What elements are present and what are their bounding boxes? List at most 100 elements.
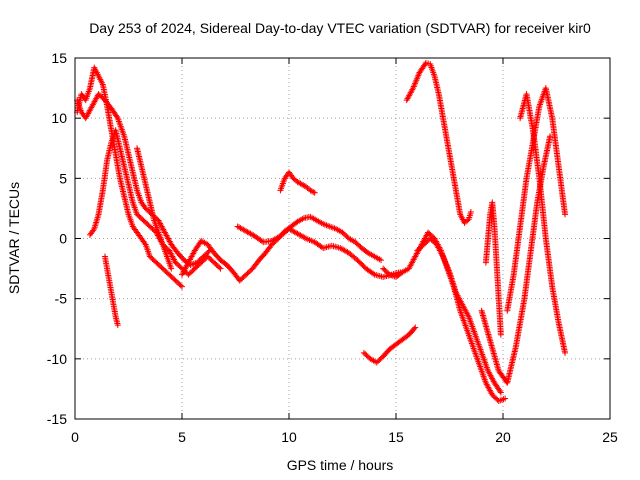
data-point — [93, 66, 96, 69]
data-point — [382, 276, 384, 278]
data-point — [373, 255, 376, 258]
data-point — [91, 105, 93, 107]
data-point — [491, 394, 494, 396]
data-point — [532, 129, 534, 131]
series-markers — [517, 91, 569, 356]
data-point — [236, 225, 239, 228]
data-point — [102, 189, 104, 192]
data-point — [84, 99, 87, 101]
data-point — [380, 259, 382, 261]
data-point — [448, 271, 451, 273]
data-point — [136, 189, 138, 192]
data-point — [200, 261, 203, 264]
data-point — [140, 165, 143, 168]
data-point — [189, 264, 192, 266]
data-point — [112, 303, 115, 306]
data-point — [245, 230, 247, 233]
series-arc-16 — [517, 91, 569, 356]
y-tick-label: -10 — [47, 351, 67, 367]
data-point — [102, 83, 104, 86]
data-point — [401, 338, 404, 341]
data-point — [292, 177, 295, 180]
data-point — [493, 225, 496, 228]
data-point — [497, 297, 500, 300]
data-point — [467, 315, 470, 318]
data-point — [480, 352, 483, 354]
gridlines — [75, 58, 610, 419]
data-point — [322, 223, 325, 225]
series-markers — [134, 145, 175, 272]
data-point — [232, 271, 235, 273]
data-point — [271, 243, 273, 246]
data-point — [110, 129, 113, 131]
data-point — [369, 358, 372, 360]
data-point — [279, 189, 282, 192]
data-point — [450, 165, 453, 168]
data-point — [80, 93, 83, 95]
data-points — [74, 59, 569, 404]
data-point — [93, 228, 96, 230]
axis-ticks: 0 5 10 15 20 25 -15 -10 -5 0 5 10 15 — [47, 50, 618, 445]
data-point — [279, 235, 282, 237]
data-point — [549, 135, 551, 138]
data-point — [206, 255, 209, 258]
data-point — [519, 225, 521, 228]
data-point — [412, 87, 414, 89]
data-point — [551, 285, 554, 288]
data-point — [194, 267, 196, 270]
series-arc-4 — [101, 253, 121, 329]
series-markers — [74, 64, 185, 290]
data-point — [104, 99, 106, 101]
data-point — [253, 235, 256, 237]
y-tick-label: -15 — [47, 411, 67, 427]
data-point — [296, 232, 299, 235]
data-point — [157, 219, 160, 222]
data-point — [354, 241, 357, 243]
data-point — [144, 243, 147, 246]
data-point — [485, 382, 487, 384]
data-point — [455, 189, 457, 192]
data-point — [435, 243, 438, 246]
series-arc-14 — [478, 133, 554, 386]
data-point — [414, 255, 417, 258]
data-point — [140, 201, 143, 204]
y-axis-label: SDTVAR / TECUs — [6, 182, 22, 294]
data-point — [538, 105, 541, 107]
data-point — [131, 201, 134, 204]
data-point — [123, 165, 126, 168]
data-point — [194, 249, 196, 252]
series-markers — [403, 59, 474, 226]
data-point — [416, 249, 419, 252]
data-point — [110, 141, 113, 144]
data-point — [76, 99, 78, 101]
data-point — [512, 273, 515, 276]
data-point — [136, 231, 138, 234]
data-point — [213, 261, 215, 264]
data-point — [401, 271, 404, 273]
data-point — [425, 62, 427, 64]
data-point — [213, 252, 215, 254]
data-point — [80, 111, 83, 113]
data-point — [551, 117, 554, 119]
data-point — [108, 279, 111, 282]
data-point — [363, 352, 365, 354]
series-markers — [360, 324, 419, 366]
data-point — [161, 243, 164, 246]
data-point — [388, 348, 391, 351]
data-point — [408, 267, 410, 270]
data-point — [149, 255, 151, 258]
data-point — [258, 259, 260, 261]
data-point — [395, 343, 397, 346]
data-point — [487, 237, 489, 240]
data-point — [557, 165, 560, 168]
data-point — [423, 243, 425, 246]
data-point — [245, 273, 247, 276]
data-point — [564, 213, 566, 216]
data-point — [356, 259, 359, 261]
data-point — [545, 237, 547, 240]
data-point — [442, 255, 444, 258]
data-point — [144, 183, 147, 186]
series-markers — [234, 223, 404, 281]
data-point — [89, 234, 91, 236]
data-point — [519, 117, 521, 119]
